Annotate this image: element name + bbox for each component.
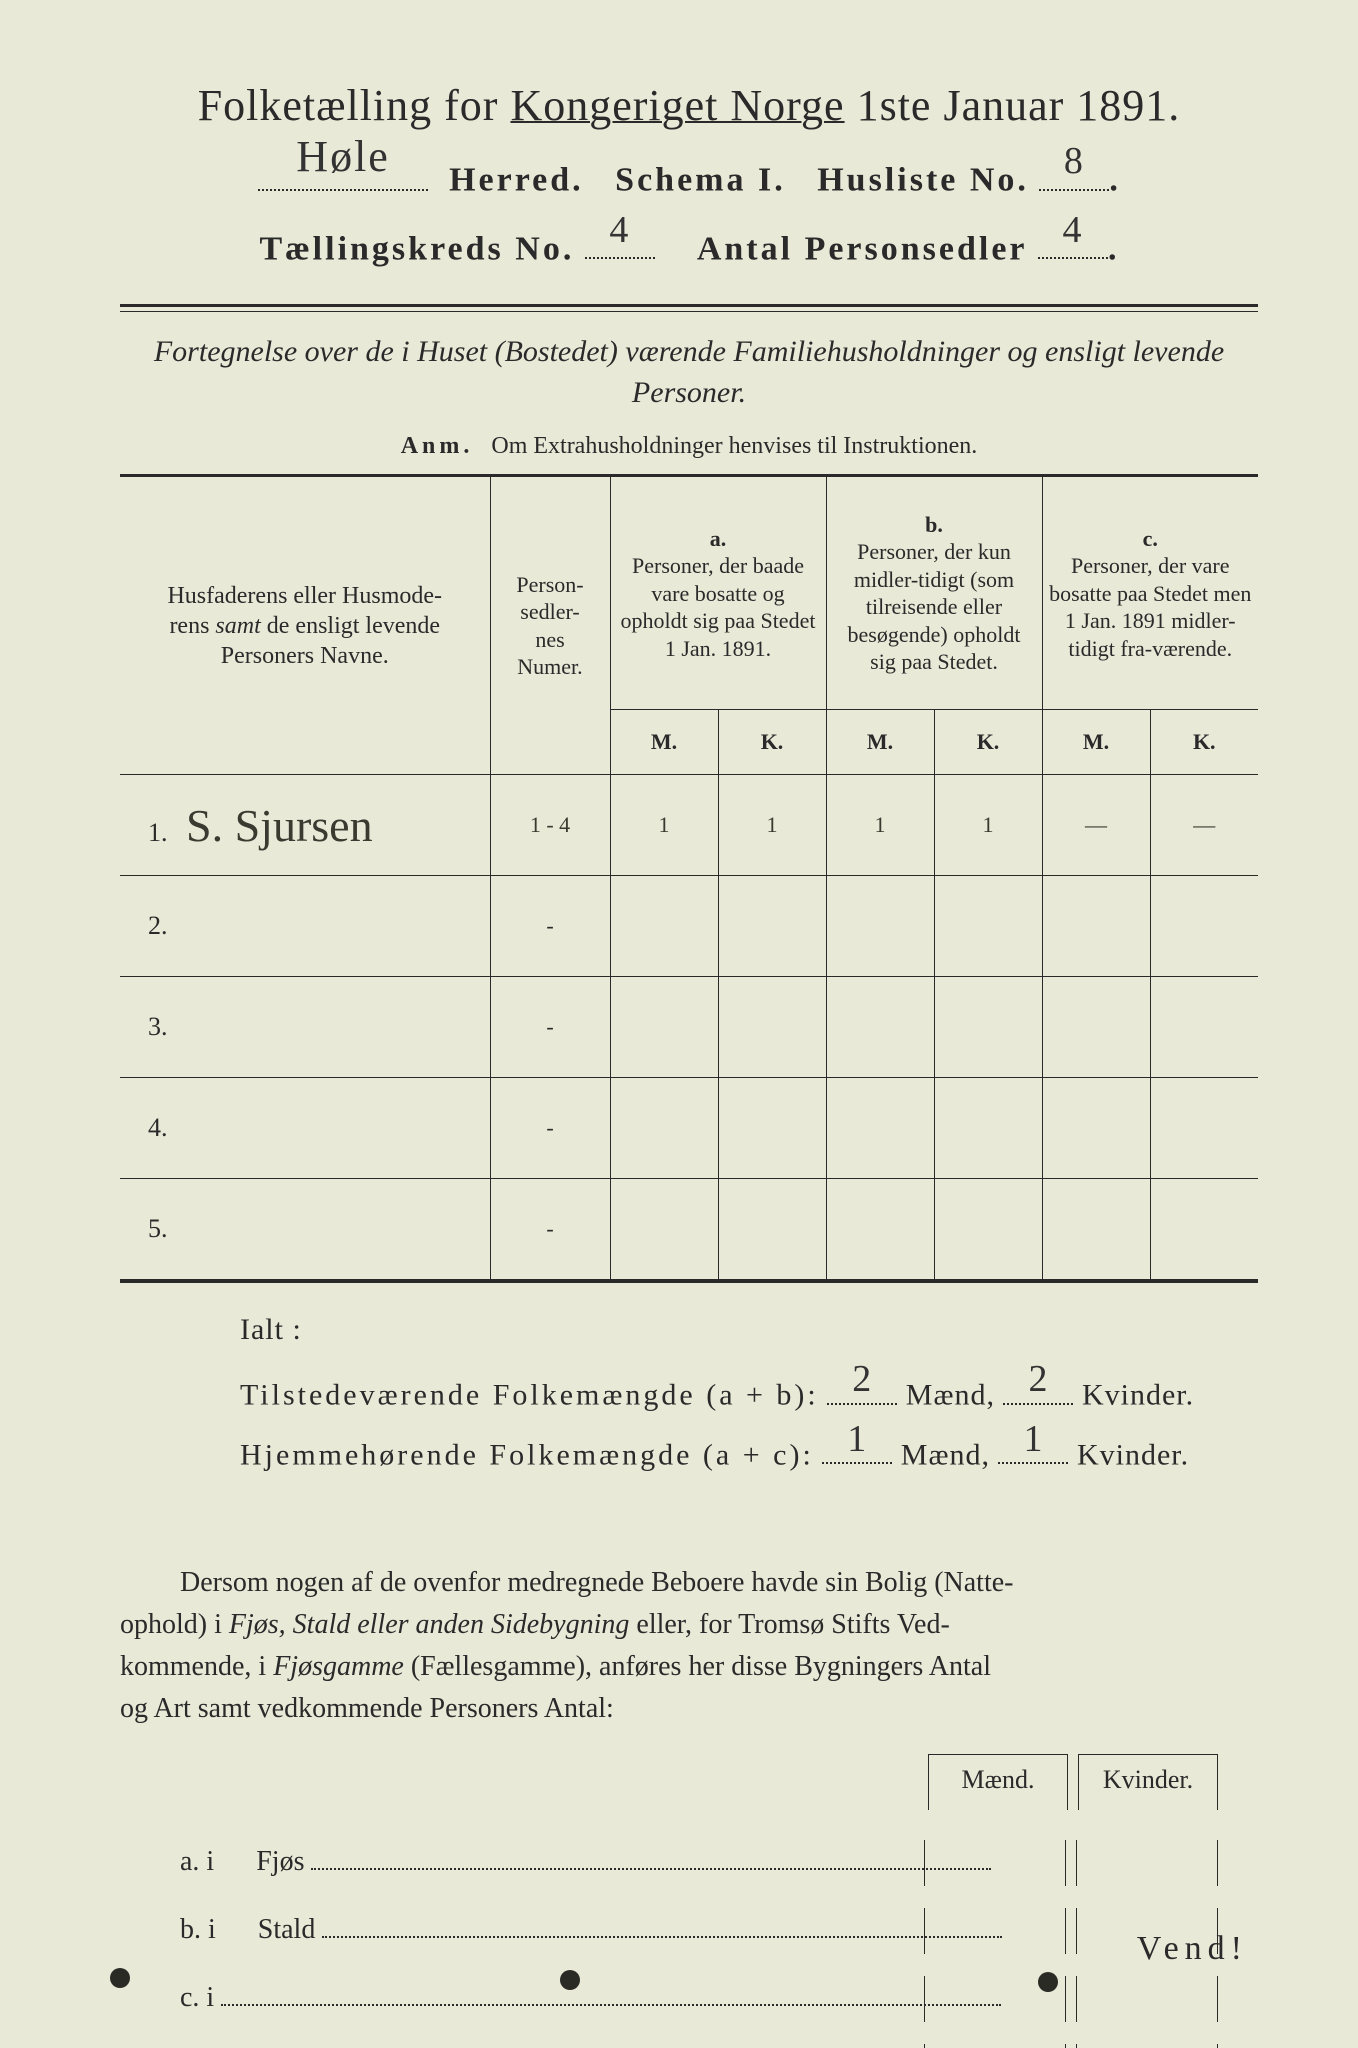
husliste-label: Husliste No. xyxy=(817,162,1029,199)
title-prefix: Folketælling for xyxy=(198,81,511,130)
husliste-value: 8 xyxy=(1039,139,1109,183)
resident-m-field: 1 xyxy=(822,1431,892,1465)
col-name-header: Husfaderens eller Husmode-rens samt de e… xyxy=(120,477,490,775)
antal-field: 4 xyxy=(1038,222,1108,260)
row-name: S. Sjursen xyxy=(174,800,373,851)
title-suffix: 1ste Januar 1891. xyxy=(845,81,1181,130)
col-b-m: M. xyxy=(826,710,934,775)
herred-value: Høle xyxy=(258,131,428,182)
row-num: 1 - 4 xyxy=(490,775,610,876)
title-mid: Kongeriget Norge xyxy=(510,81,844,130)
outbuilding-row: a. i Fjøs xyxy=(120,1840,1258,1878)
present-line: Tilstedeværende Folkemængde (a + b): 2 M… xyxy=(240,1371,1258,1413)
table-row: 5. - xyxy=(120,1179,1258,1281)
outbuilding-paragraph: Dersom nogen af de ovenfor medregnede Be… xyxy=(120,1562,1258,1730)
col-c-header: c. Personer, der vare bosatte paa Stedet… xyxy=(1042,477,1258,710)
col-b-k: K. xyxy=(934,710,1042,775)
present-k-field: 2 xyxy=(1003,1371,1073,1405)
anm-label: Anm. xyxy=(401,433,474,459)
antal-value: 4 xyxy=(1038,208,1108,252)
outbuilding-row: c. i xyxy=(120,1976,1258,2014)
kvinder-header: Kvinder. xyxy=(1078,1754,1218,1810)
col-b-header: b. Personer, der kun midler-tidigt (som … xyxy=(826,477,1042,710)
col-c-k: K. xyxy=(1150,710,1258,775)
outbuilding-row: d. i xyxy=(120,2044,1258,2048)
present-m-field: 2 xyxy=(827,1371,897,1405)
kreds-field: 4 xyxy=(585,222,655,260)
page-title: Folketælling for Kongeriget Norge 1ste J… xyxy=(120,80,1258,131)
vend-label: Vend! xyxy=(1137,1930,1248,1968)
col-num-header: Person-sedler-nesNumer. xyxy=(490,477,610,775)
divider xyxy=(120,304,1258,312)
kreds-value: 4 xyxy=(585,208,655,252)
outbuilding-row: b. i Stald xyxy=(120,1908,1258,1946)
table-row: 2. - xyxy=(120,876,1258,977)
col-c-m: M. xyxy=(1042,710,1150,775)
antal-label: Antal Personsedler xyxy=(697,230,1028,267)
herred-field: Høle xyxy=(258,153,428,191)
annotation-line: Anm. Om Extrahusholdninger henvises til … xyxy=(120,433,1258,460)
subtitle: Fortegnelse over de i Huset (Bostedet) v… xyxy=(120,332,1258,413)
census-form-page: Folketælling for Kongeriget Norge 1ste J… xyxy=(0,0,1358,2048)
main-table: Husfaderens eller Husmode-rens samt de e… xyxy=(120,474,1258,1283)
herred-label: Herred. xyxy=(449,162,584,199)
punch-hole-icon xyxy=(110,1968,130,1988)
header-line-2: Høle Herred. Schema I. Husliste No. 8 . xyxy=(120,153,1258,200)
table-row: 1. S. Sjursen 1 - 4 1 1 1 1 — — xyxy=(120,775,1258,876)
schema-label: Schema I. xyxy=(615,162,786,199)
header-line-3: Tællingskreds No. 4 Antal Personsedler 4… xyxy=(120,222,1258,269)
col-a-header: a. Personer, der baade vare bosatte og o… xyxy=(610,477,826,710)
table-row: 4. - xyxy=(120,1078,1258,1179)
col-a-m: M. xyxy=(610,710,718,775)
mk-header: Mænd. Kvinder. xyxy=(928,1754,1218,1810)
table-row: 3. - xyxy=(120,977,1258,1078)
resident-k-field: 1 xyxy=(998,1431,1068,1465)
punch-hole-icon xyxy=(560,1970,580,1990)
resident-line: Hjemmehørende Folkemængde (a + c): 1 Mæn… xyxy=(240,1431,1258,1473)
anm-text: Om Extrahusholdninger henvises til Instr… xyxy=(491,433,977,459)
maend-header: Mænd. xyxy=(928,1754,1068,1810)
punch-hole-icon xyxy=(1038,1972,1058,1992)
ialt-label: Ialt : xyxy=(240,1313,1258,1347)
kreds-label: Tællingskreds No. xyxy=(259,230,574,267)
col-a-k: K. xyxy=(718,710,826,775)
totals-block: Ialt : Tilstedeværende Folkemængde (a + … xyxy=(120,1313,1258,1472)
husliste-field: 8 xyxy=(1039,153,1109,191)
outbuilding-table: Mænd. Kvinder. a. i Fjøs b. i Stald c. i… xyxy=(120,1760,1258,2048)
